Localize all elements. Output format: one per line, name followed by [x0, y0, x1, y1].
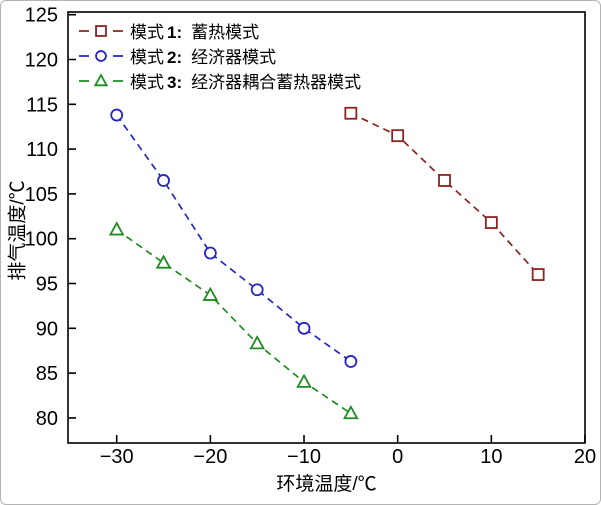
legend-item-3: 模式 3: 经济器耦合蓄热器模式	[79, 68, 361, 93]
y-tick-label: 110	[26, 139, 58, 161]
data-point-circle-2	[157, 174, 170, 187]
y-tick-label: 90	[36, 318, 58, 340]
y-tick-label: 85	[36, 363, 58, 385]
legend-marker-circle-icon	[79, 49, 123, 62]
data-point-triangle-3	[155, 254, 172, 269]
data-point-circle-2	[110, 108, 124, 122]
x-tick-label: 20	[574, 446, 596, 468]
y-tick-label: 80	[36, 408, 58, 430]
data-point-square-1	[531, 268, 545, 281]
legend-triangle-glyph	[93, 72, 109, 86]
y-tick-label: 105	[25, 184, 58, 206]
x-tick-label: −20	[193, 446, 227, 468]
legend-square-glyph	[95, 24, 107, 37]
data-point-circle-2	[203, 246, 217, 260]
y-axis-title: 排气温度/℃	[7, 180, 29, 281]
series-line-1	[350, 112, 539, 276]
y-tick-label: 100	[25, 229, 58, 251]
x-axis-title: 环境温度/℃	[276, 474, 377, 495]
data-point-triangle-3	[108, 221, 125, 236]
legend-label-2: 模式 2: 经济器模式	[130, 48, 277, 67]
series-line-2	[116, 114, 352, 363]
legend-circle-glyph	[95, 49, 107, 62]
data-point-square-1	[438, 174, 451, 187]
y-tick-label: 115	[26, 94, 58, 116]
data-point-triangle-3	[343, 404, 359, 420]
legend-item-2: 模式 2: 经济器模式	[79, 43, 361, 68]
legend-label-1: 模式 1: 蓄热模式	[130, 23, 260, 42]
legend-marker-square-icon	[79, 24, 123, 37]
y-tick-label: 95	[36, 274, 58, 296]
x-tick-label: −10	[287, 446, 321, 468]
y-tick-label: 125	[25, 5, 58, 27]
data-point-square-1	[391, 129, 405, 143]
series-line-3	[116, 229, 352, 415]
data-point-square-1	[484, 216, 498, 229]
legend: 模式 1: 蓄热模式 模式 2: 经济器模式模式 3: 经济器耦合蓄热器模式	[79, 18, 361, 93]
x-tick-label: 10	[480, 446, 502, 468]
legend-marker-triangle-icon	[79, 72, 123, 86]
x-tick-label: −30	[100, 446, 134, 468]
x-tick-label: 0	[392, 446, 403, 468]
data-point-triangle-3	[249, 335, 266, 350]
plot-frame	[67, 11, 586, 444]
data-point-square-1	[344, 106, 358, 120]
data-point-circle-2	[297, 321, 311, 335]
legend-label-3: 模式 3: 经济器耦合蓄热器模式	[130, 73, 362, 92]
data-point-circle-2	[344, 355, 358, 368]
legend-item-1: 模式 1: 蓄热模式	[79, 18, 361, 43]
data-point-circle-2	[250, 283, 264, 297]
data-point-triangle-3	[202, 286, 219, 301]
y-tick-label: 120	[25, 49, 58, 71]
data-point-triangle-3	[296, 373, 312, 388]
